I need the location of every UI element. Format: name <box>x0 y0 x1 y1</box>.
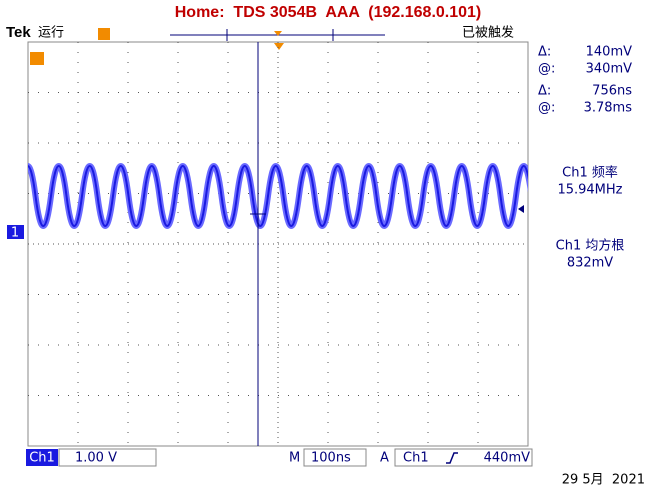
channel-marker: 1 <box>11 226 19 241</box>
run-state: 运行 <box>38 26 64 41</box>
footer-channel: Ch1 <box>29 451 55 466</box>
trigger-level-marker <box>518 205 524 213</box>
time-box <box>303 448 367 467</box>
volts-box <box>58 448 157 467</box>
readout-label: Δ: <box>538 84 551 99</box>
trigger-source: Ch1 <box>403 451 429 466</box>
readout-value: 3.78ms <box>584 101 633 116</box>
volts-per-div: 1.00 V <box>75 451 117 466</box>
readout-label: Δ: <box>538 45 551 60</box>
time-label: M <box>289 451 300 466</box>
trigger-level: 440mV <box>484 451 530 466</box>
title: Home: TDS 3054B AAA (192.168.0.101) <box>175 4 482 21</box>
measurement-value: 15.94MHz <box>557 183 622 198</box>
readout-label: @: <box>538 101 555 116</box>
trigger-slope-icon <box>446 452 458 464</box>
record-bar <box>98 28 385 41</box>
measurement-label: Ch1 均方根 <box>556 238 625 254</box>
time-per-div: 100ns <box>311 451 351 466</box>
channel-badge <box>26 449 58 466</box>
date: 29 5月 2021 <box>562 473 645 487</box>
readout-value: 340mV <box>586 62 632 77</box>
trigger-state: 已被触发 <box>462 25 514 41</box>
measurement-label: Ch1 频率 <box>562 165 618 181</box>
measurement-value: 832mV <box>567 256 613 271</box>
trigger-marker <box>30 52 44 65</box>
readout-value: 756ns <box>592 84 632 99</box>
trigger-position-marker <box>274 43 284 50</box>
waveform <box>28 163 528 229</box>
brand: Tek <box>6 24 31 41</box>
readout-label: @: <box>538 62 555 77</box>
readout-value: 140mV <box>586 45 632 60</box>
trigger-label: A <box>380 451 389 466</box>
trigger-box <box>394 448 533 467</box>
channel-marker-box <box>7 225 24 239</box>
graticule <box>28 42 528 446</box>
